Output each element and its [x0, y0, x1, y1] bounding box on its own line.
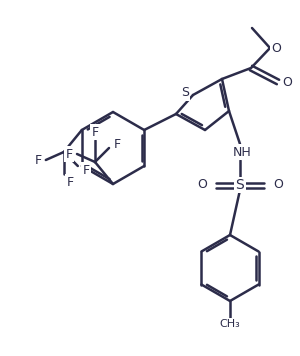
Text: O: O — [197, 178, 207, 192]
Text: F: F — [65, 147, 73, 161]
Text: F: F — [34, 153, 41, 167]
Text: F: F — [92, 126, 99, 138]
Text: S: S — [236, 178, 244, 192]
Text: CH₃: CH₃ — [220, 319, 240, 329]
Text: NH: NH — [232, 146, 251, 158]
Text: F: F — [113, 137, 121, 151]
Text: F: F — [82, 163, 89, 177]
Text: F: F — [66, 176, 74, 188]
Text: O: O — [282, 75, 292, 89]
Text: O: O — [271, 42, 281, 54]
Text: O: O — [273, 178, 283, 192]
Text: S: S — [181, 87, 189, 99]
